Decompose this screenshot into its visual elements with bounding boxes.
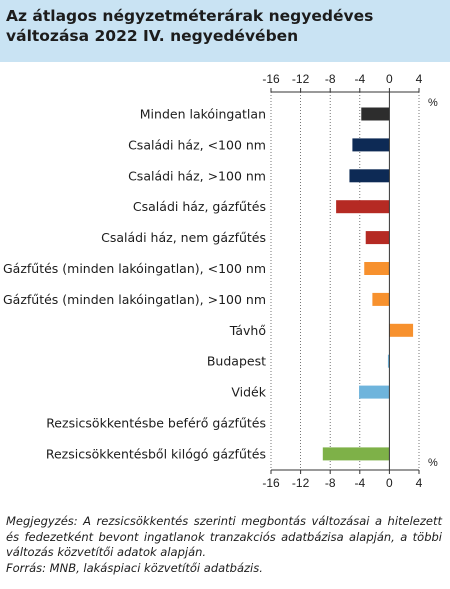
category-label: Családi ház, >100 nm: [128, 168, 266, 183]
bar: [352, 138, 390, 152]
bar: [364, 262, 390, 275]
top-tick-label: -16: [262, 72, 280, 86]
bar: [389, 323, 414, 337]
bar: [372, 292, 390, 306]
unit-label-bottom: %: [428, 457, 438, 469]
bar: [361, 107, 390, 121]
bottom-tick-label: -8: [325, 476, 336, 490]
top-tick-label: 0: [386, 72, 393, 86]
unit-label-top: %: [428, 97, 438, 109]
bar: [349, 169, 390, 183]
note-text: Megjegyzés: A rezsicsökkentés szerinti m…: [6, 514, 442, 559]
category-label: Családi ház, <100 nm: [128, 137, 266, 152]
source-text: Forrás: MNB, lakáspiaci közvetítői adatb…: [6, 560, 263, 575]
category-label: Gázfűtés (minden lakóingatlan), >100 nm: [3, 292, 266, 307]
category-label: Rezsicsökkentésbe beférő gázfűtés: [46, 416, 266, 431]
category-label: Vidék: [231, 385, 266, 400]
bottom-tick-label: -12: [292, 476, 310, 490]
bottom-tick-label: -16: [262, 476, 280, 490]
top-tick-label: -4: [354, 72, 365, 86]
category-label: Rezsicsökkentésből kilógó gázfűtés: [46, 446, 266, 461]
bottom-tick-label: 4: [416, 476, 423, 490]
bottom-tick-label: 0: [386, 476, 393, 490]
bottom-tick-label: -4: [354, 476, 365, 490]
category-label: Családi ház, gázfűtés: [133, 199, 266, 214]
category-label: Minden lakóingatlan: [140, 107, 266, 122]
top-tick-label: 4: [416, 72, 423, 86]
notes-block: Megjegyzés: A rezsicsökkentés szerinti m…: [6, 514, 442, 576]
title-banner: Az átlagos négyzetméterárak negyedéves v…: [0, 0, 450, 62]
top-tick-label: -12: [292, 72, 310, 86]
category-label: Gázfűtés (minden lakóingatlan), <100 nm: [3, 261, 266, 276]
category-label: Budapest: [207, 354, 266, 369]
bar: [322, 447, 390, 461]
bar-chart: -16 -16 -12 -12 -8 -8 -4 -4 0 0 4 4%% Minden lakóing…: [3, 72, 438, 490]
bar: [387, 354, 390, 368]
bar: [365, 231, 390, 245]
chart-title: Az átlagos négyzetméterárak negyedéves v…: [6, 7, 374, 45]
category-label: Távhő: [229, 323, 266, 338]
bar: [359, 385, 390, 399]
category-label: Családi ház, nem gázfűtés: [101, 230, 266, 245]
top-tick-label: -8: [325, 72, 336, 86]
bar: [336, 200, 390, 214]
